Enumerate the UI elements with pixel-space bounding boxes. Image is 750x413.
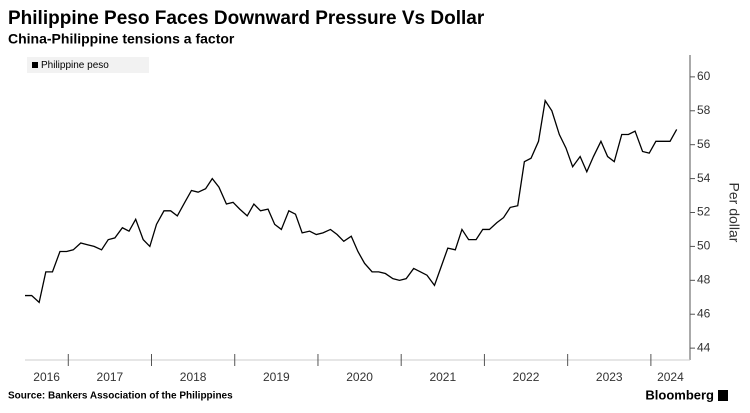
legend-box	[27, 57, 149, 73]
x-tick-label: 2023	[596, 370, 623, 384]
y-tick-label: 46	[697, 306, 711, 320]
y-tick-label: 52	[697, 205, 711, 219]
y-tick-label: 44	[697, 340, 711, 354]
legend-label: Philippine peso	[41, 60, 109, 71]
y-tick-label: 56	[697, 137, 711, 151]
x-tick-label: 2018	[180, 370, 207, 384]
y-tick-label: 48	[697, 272, 711, 286]
x-tick-label: 2017	[97, 370, 124, 384]
y-tick-label: 60	[697, 69, 711, 83]
y-tick-label: 54	[697, 171, 711, 185]
brand: Bloomberg	[645, 387, 714, 402]
y-axis-label: Per dollar	[726, 183, 742, 243]
line	[25, 98, 678, 304]
x-tick-label: 2019	[263, 370, 290, 384]
source: Source: Bankers Association of the Phili…	[8, 391, 233, 402]
y-tick-label: 50	[697, 239, 711, 253]
x-tick-label: 2021	[429, 370, 456, 384]
y-tick-label: 58	[697, 103, 711, 117]
chart-title: Philippine Peso Faces Downward Pressure …	[8, 8, 485, 29]
x-tick-label: 2022	[513, 370, 540, 384]
legend-swatch	[32, 62, 38, 68]
brand-icon	[718, 390, 728, 401]
x-tick-label: 2020	[346, 370, 373, 384]
x-tick-label: 2024	[657, 370, 684, 384]
x-tick-label: 2016	[33, 370, 60, 384]
chart-subtitle: China-Philippine tensions a factor	[8, 31, 235, 47]
